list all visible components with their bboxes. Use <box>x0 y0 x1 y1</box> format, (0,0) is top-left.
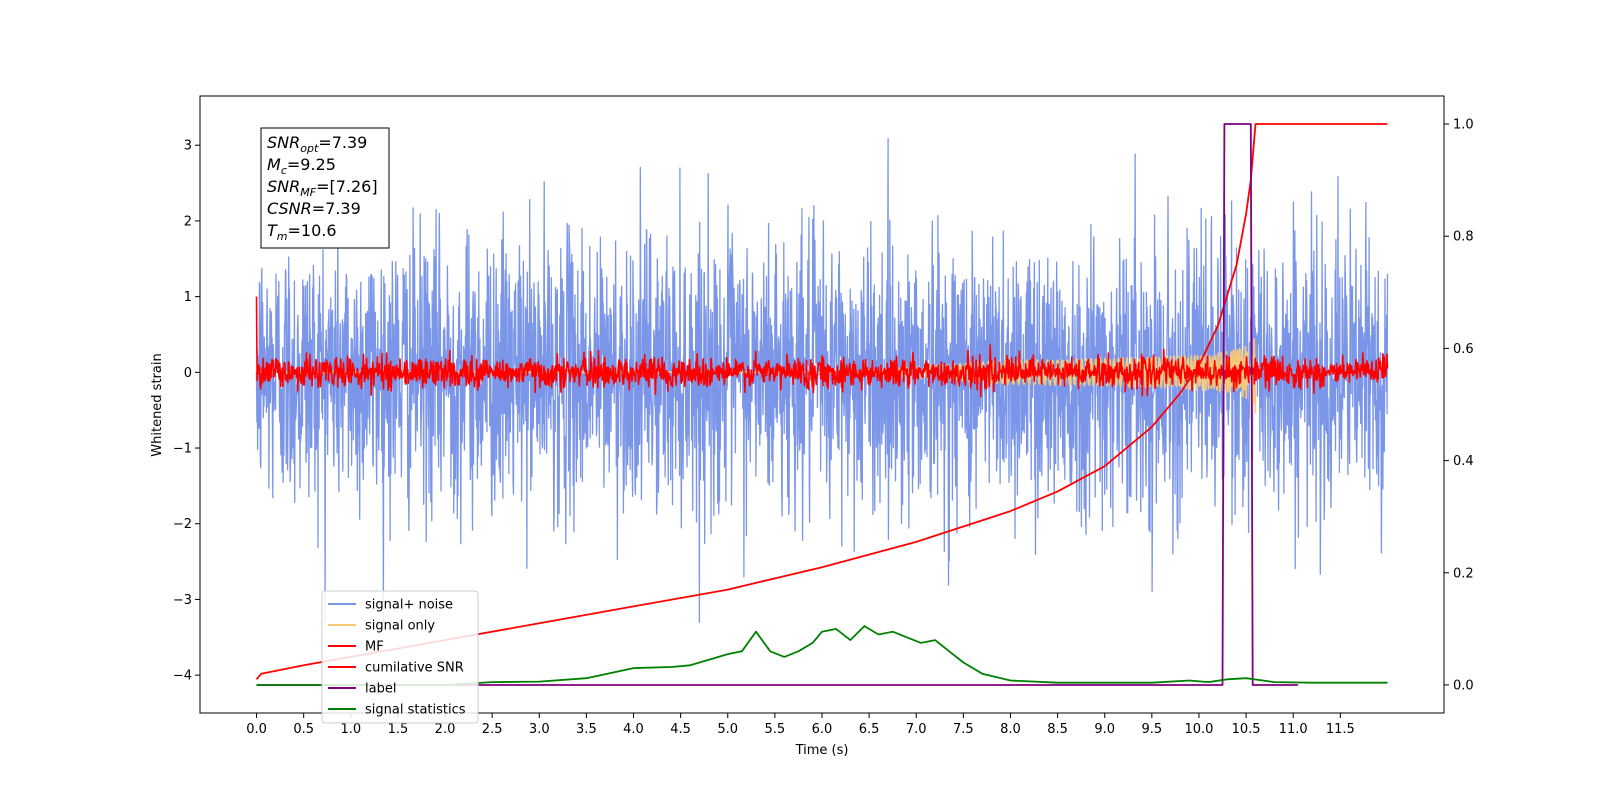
legend-label: signal statistics <box>365 703 466 718</box>
y-tick-label: −1 <box>173 442 192 457</box>
y-tick-label: 2 <box>184 214 192 229</box>
annotation-line: CSNR=7.39 <box>267 199 361 218</box>
annotation-line: Tm=10.6 <box>267 221 337 243</box>
x-tick-label: 5.5 <box>765 722 786 737</box>
x-tick-label: 6.0 <box>812 722 833 737</box>
annotation-line: SNRopt=7.39 <box>267 133 367 155</box>
x-tick-label: 4.5 <box>670 722 691 737</box>
x-tick-label: 3.5 <box>576 722 597 737</box>
y-right-tick-label: 0.0 <box>1453 678 1474 693</box>
series-line-signal-statistics <box>256 625 1388 686</box>
y-tick-label: 3 <box>184 139 192 154</box>
y-axis-label: Whitened strain <box>150 353 165 456</box>
x-tick-label: 0.0 <box>246 722 267 737</box>
x-tick-label: 5.0 <box>717 722 738 737</box>
x-tick-label: 1.0 <box>340 722 361 737</box>
legend-label: MF <box>365 640 384 655</box>
y-tick-label: 1 <box>184 290 192 305</box>
annotation-line: Mc=9.25 <box>267 155 336 177</box>
x-tick-label: 8.5 <box>1047 722 1068 737</box>
series-line-label <box>256 123 1298 686</box>
y-tick-label: −4 <box>173 669 192 684</box>
x-tick-label: 7.5 <box>953 722 974 737</box>
x-tick-label: 7.0 <box>906 722 927 737</box>
x-tick-label: 10.0 <box>1184 722 1213 737</box>
y-right-tick-label: 1.0 <box>1453 118 1474 133</box>
legend-label: label <box>365 682 396 697</box>
y-axis-right: 1.0 0.8 0.6 0.4 0.2 0.0 <box>1444 118 1474 693</box>
x-tick-label: 3.0 <box>529 722 550 737</box>
y-tick-label: −3 <box>173 593 192 608</box>
x-tick-label: 2.0 <box>435 722 456 737</box>
x-tick-label: 4.0 <box>623 722 644 737</box>
y-tick-label: −2 <box>173 517 192 532</box>
x-tick-label: 11.5 <box>1326 722 1355 737</box>
x-tick-label: 9.0 <box>1094 722 1115 737</box>
x-tick-label: 6.5 <box>859 722 880 737</box>
y-axis-left: 3 2 1 0 −1 −2 −3 −4 <box>173 139 200 684</box>
legend: signal+ noise signal only MF cumilative SNR… <box>321 590 479 724</box>
legend-label: cumilative SNR <box>365 661 464 676</box>
y-right-tick-label: 0.4 <box>1453 454 1474 469</box>
x-tick-label: 1.5 <box>388 722 409 737</box>
x-tick-label: 0.5 <box>293 722 314 737</box>
annotation-line: SNRMF=[7.26] <box>267 177 378 199</box>
x-tick-label: 2.5 <box>482 722 503 737</box>
series-line-signal-noise <box>255 137 1389 623</box>
legend-label: signal only <box>365 619 435 634</box>
x-tick-label: 8.0 <box>1000 722 1021 737</box>
x-tick-label: 9.5 <box>1142 722 1163 737</box>
x-tick-label: 10.5 <box>1232 722 1261 737</box>
y-right-tick-label: 0.2 <box>1453 566 1474 581</box>
y-tick-label: 0 <box>184 366 192 381</box>
x-axis: 0.0 0.5 1.0 1.5 2.0 2.5 3.0 3.5 4.0 4.5 5.0 5.5 6.0 6… <box>246 713 1355 737</box>
x-axis-label: Time (s) <box>795 743 849 758</box>
y-right-tick-label: 0.8 <box>1453 230 1474 245</box>
x-tick-label: 11.0 <box>1279 722 1308 737</box>
y-right-tick-label: 0.6 <box>1453 342 1474 357</box>
annotation-frame <box>260 127 390 249</box>
legend-label: signal+ noise <box>365 598 453 613</box>
legend-frame <box>321 590 479 724</box>
